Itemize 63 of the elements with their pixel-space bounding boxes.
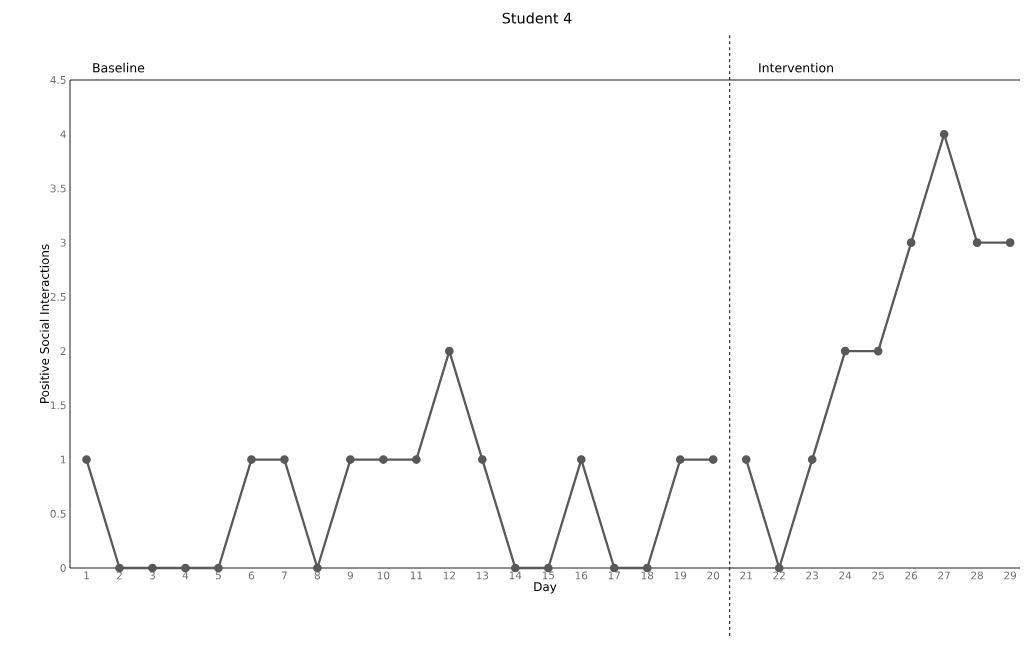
point	[445, 346, 454, 356]
point	[873, 346, 883, 356]
point	[82, 455, 91, 464]
point	[741, 455, 751, 464]
point	[280, 455, 289, 464]
x-tick-label: 14	[509, 571, 522, 580]
x-tick-label: 1	[84, 571, 89, 580]
y-tick-label: 3	[60, 238, 66, 247]
point	[1005, 238, 1015, 248]
point	[247, 455, 256, 464]
point	[807, 455, 817, 464]
y-tick-label: 1.5	[50, 401, 66, 410]
y-tick-label: 2.5	[50, 292, 66, 301]
x-tick-label: 12	[443, 571, 455, 580]
x-tick-label: 9	[347, 571, 353, 580]
text: Baseline	[93, 62, 145, 73]
x-tick-label: 18	[641, 571, 654, 580]
chart-title: Student 4	[502, 12, 572, 24]
x-tick-label: 6	[248, 571, 255, 580]
x-tick-label: 17	[608, 571, 621, 580]
x-tick-label: 8	[314, 571, 321, 580]
x-tick-label: 25	[872, 571, 884, 580]
point	[412, 455, 421, 464]
point	[576, 455, 586, 464]
y-tick-label: 4.5	[50, 76, 66, 84]
x-tick-label: 16	[575, 571, 588, 580]
y-tick-label: 3.5	[50, 184, 66, 193]
point	[840, 346, 850, 356]
x-tick-label: 27	[938, 571, 950, 580]
point	[708, 455, 718, 464]
y-tick-label: 1	[60, 455, 66, 464]
x-tick-label: 19	[674, 571, 687, 580]
point	[906, 238, 916, 248]
x-axis-title: Day	[534, 582, 557, 594]
point	[313, 563, 322, 573]
text: Intervention	[759, 62, 833, 73]
x-tick-label: 26	[905, 571, 918, 580]
point	[972, 238, 982, 248]
point	[939, 129, 949, 139]
x-tick-label: 23	[806, 571, 819, 580]
x-tick-label: 22	[773, 571, 785, 580]
x-tick-label: 7	[281, 571, 287, 580]
x-tick-label: 20	[707, 571, 720, 580]
x-tick-label: 21	[740, 571, 752, 580]
y-tick-label: 2	[60, 347, 66, 355]
y-tick-label: 0.5	[50, 509, 66, 518]
x-tick-label: 10	[377, 571, 390, 580]
point	[181, 563, 190, 573]
x-tick-label: 15	[542, 571, 555, 580]
x-tick-label: 24	[839, 571, 852, 580]
y-tick-label: 0	[60, 564, 66, 572]
x-tick-label: 2	[116, 571, 122, 580]
y-axis-title: Positive Social Interactions	[39, 244, 50, 403]
point	[477, 455, 487, 464]
x-tick-label: 29	[1004, 571, 1017, 580]
y-tick-label: 4	[60, 130, 66, 139]
x-tick-label: 28	[971, 571, 984, 580]
point	[379, 455, 388, 464]
point	[346, 455, 355, 464]
point	[115, 563, 124, 573]
point	[675, 455, 685, 464]
x-tick-label: 11	[410, 571, 423, 580]
x-tick-label: 13	[476, 571, 489, 580]
